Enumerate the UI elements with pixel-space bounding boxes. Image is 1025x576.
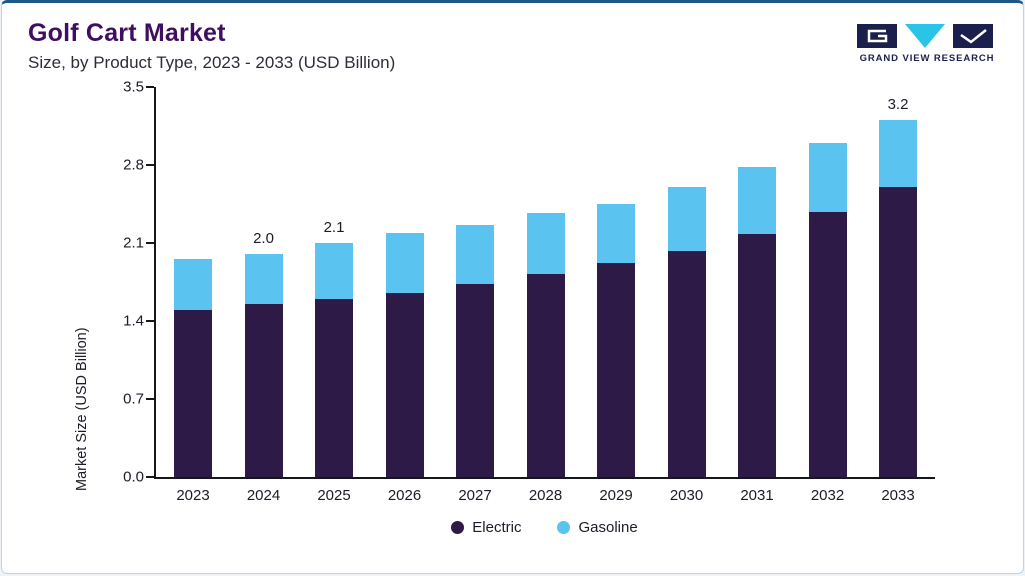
y-axis-tick-label: 2.1 <box>123 234 144 252</box>
y-axis-tick <box>146 398 154 400</box>
logo-text: GRAND VIEW RESEARCH <box>859 53 995 64</box>
bar-group-2026: 2026 <box>385 87 424 504</box>
bar-value-label: 2.1 <box>323 219 345 236</box>
bar-segment-electric-2030 <box>667 250 706 477</box>
bar-stack <box>244 254 283 477</box>
x-axis-label: 2024 <box>246 487 281 504</box>
header-titles: Golf Cart Market Size, by Product Type, … <box>28 19 395 73</box>
legend-item-gasoline: Gasoline <box>557 519 638 536</box>
bar-group-2030: 2030 <box>667 87 706 504</box>
legend-label: Electric <box>472 519 522 536</box>
bar-group-2032: 2032 <box>808 87 847 504</box>
bar-group-2024: 2.0 2024 <box>244 87 283 504</box>
y-axis-tick <box>146 164 154 166</box>
bar-segment-electric-2029 <box>597 263 635 477</box>
bar-segment-electric-2024 <box>244 304 283 477</box>
legend-dot-icon <box>451 521 465 534</box>
bar-group-2027: 2027 <box>456 87 494 504</box>
bar-stack <box>315 243 353 477</box>
bar-segment-gasoline-2033 <box>879 120 917 188</box>
plot-area: 2023 2.0 2024 2.1 2025 2026 2027 2028 2029 2030 20… <box>123 79 935 504</box>
x-axis-label: 2032 <box>810 487 845 504</box>
bar-stack <box>174 258 212 477</box>
bar-group-2023: 2023 <box>174 87 212 504</box>
y-axis-title: Market Size (USD Billion) <box>74 327 90 491</box>
bar-value-label: 2.0 <box>253 230 274 248</box>
bar-stack <box>808 142 847 477</box>
y-axis-tick <box>146 86 154 88</box>
bar-stack <box>526 212 565 477</box>
x-axis-label: 2027 <box>458 487 492 504</box>
bar-segment-electric-2032 <box>808 211 847 477</box>
y-axis-tick-label: 2.8 <box>123 156 144 174</box>
bar-segment-gasoline-2024 <box>244 254 283 305</box>
page-subtitle: Size, by Product Type, 2023 - 2033 (USD … <box>28 53 396 72</box>
bar-segment-electric-2033 <box>879 187 917 477</box>
x-axis-label: 2025 <box>317 487 351 504</box>
bar-segment-gasoline-2031 <box>738 167 776 235</box>
bar-segment-electric-2023 <box>174 309 212 477</box>
bar-group-2028: 2028 <box>526 87 565 504</box>
legend-item-electric: Electric <box>451 519 521 536</box>
legend: Electric Gasoline <box>154 519 935 536</box>
y-axis-tick <box>146 320 154 322</box>
bar-group-2033: 3.2 2033 <box>879 87 917 504</box>
x-axis-label: 2026 <box>387 487 422 504</box>
y-axis-tick-label: 3.5 <box>123 78 144 96</box>
bar-segment-electric-2027 <box>456 284 494 477</box>
bar-segment-electric-2031 <box>738 234 776 477</box>
chart-section: Market Size (USD Billion) 2023 2.0 2024 2.1… <box>2 79 1023 536</box>
grand-view-research-logo: GRAND VIEW RESEARCH <box>857 19 997 64</box>
x-axis-label: 2033 <box>881 487 915 504</box>
legend-dot-icon <box>557 521 571 534</box>
y-axis-tick-label: 0.0 <box>123 468 144 486</box>
x-axis-label: 2031 <box>740 487 774 504</box>
bar-stack <box>738 167 776 477</box>
bar-segment-gasoline-2023 <box>174 258 212 310</box>
page-title: Golf Cart Market <box>28 19 226 47</box>
legend-label: Gasoline <box>578 519 638 536</box>
bar-stack <box>667 187 706 477</box>
y-axis-tick <box>146 242 154 244</box>
bar-stack <box>879 120 917 477</box>
bar-group-2029: 2029 <box>597 87 635 504</box>
bar-segment-gasoline-2030 <box>667 187 706 251</box>
logo-marks-icon <box>857 24 993 48</box>
bar-segment-gasoline-2027 <box>456 225 494 285</box>
x-axis-label: 2023 <box>176 487 210 504</box>
y-axis-tick <box>146 476 154 478</box>
bar-segment-gasoline-2028 <box>526 212 565 275</box>
x-axis-label: 2030 <box>669 487 704 504</box>
bar-group-2031: 2031 <box>738 87 776 504</box>
bar-stack <box>456 225 494 477</box>
x-axis-label: 2028 <box>528 487 563 504</box>
bar-value-label: 3.2 <box>887 96 909 114</box>
bar-segment-gasoline-2026 <box>385 233 424 294</box>
bar-segment-electric-2028 <box>526 274 565 477</box>
y-axis-tick-label: 1.4 <box>123 312 144 330</box>
bar-group-2025: 2.1 2025 <box>315 87 353 504</box>
bar-segment-gasoline-2029 <box>597 204 635 264</box>
bar-segment-gasoline-2032 <box>808 142 847 212</box>
bar-stack <box>385 233 424 477</box>
bar-segment-electric-2025 <box>315 298 353 477</box>
bars-container: 2023 2.0 2024 2.1 2025 2026 2027 2028 2029 2030 20… <box>156 87 935 504</box>
bar-stack <box>597 204 635 477</box>
bar-segment-gasoline-2025 <box>315 243 353 299</box>
bar-segment-electric-2026 <box>385 293 424 477</box>
y-axis-tick-label: 0.7 <box>123 390 144 408</box>
header: Golf Cart Market Size, by Product Type, … <box>2 3 1023 73</box>
x-axis-label: 2029 <box>599 487 633 504</box>
